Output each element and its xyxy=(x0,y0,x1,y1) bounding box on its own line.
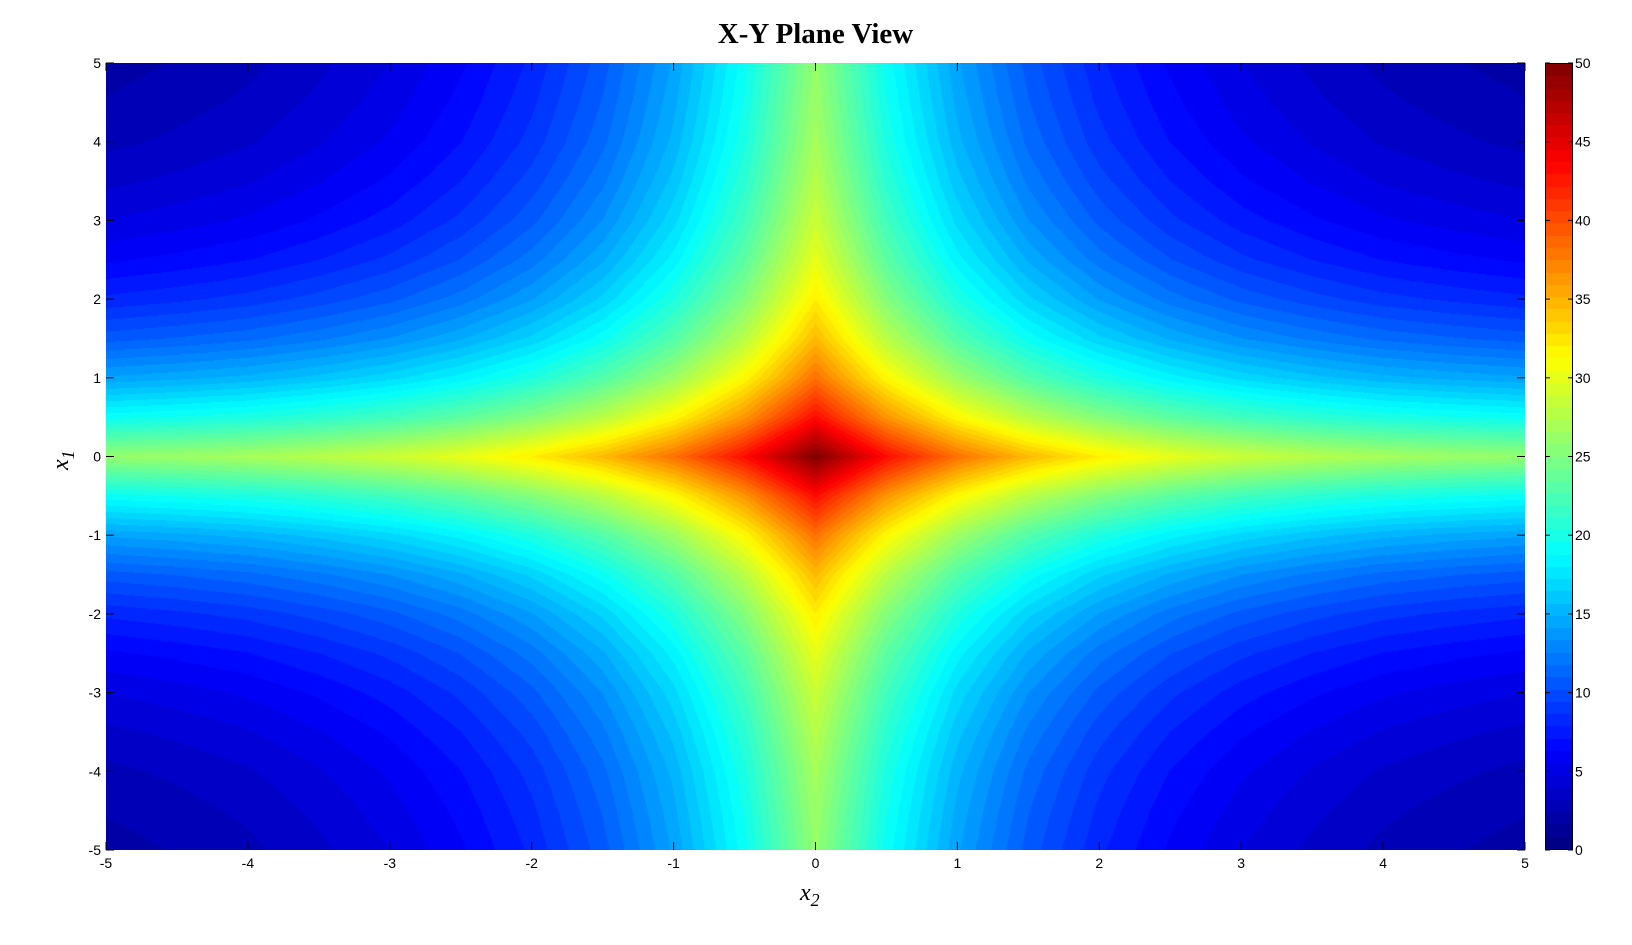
y-tick-label: 5 xyxy=(93,55,101,71)
y-tick-label: -3 xyxy=(89,685,102,701)
x-tick-label: -3 xyxy=(384,855,397,871)
colorbar-tick-label: 20 xyxy=(1575,527,1591,543)
y-axis-ticks: -5 -4 -3 -2 -1 0 1 2 3 4 5 xyxy=(89,55,1525,858)
colorbar-tick-label: 40 xyxy=(1575,212,1591,228)
y-tick-label: 2 xyxy=(93,291,101,307)
x-tick-label: 0 xyxy=(812,855,820,871)
y-tick-label: -2 xyxy=(89,606,102,622)
y-tick-label: 3 xyxy=(93,212,101,228)
y-tick-label: 1 xyxy=(93,370,101,386)
y-tick-label: -4 xyxy=(89,763,102,779)
y-axis-label: x1 xyxy=(48,450,78,471)
contour-fill xyxy=(106,63,1525,850)
x-tick-label: 5 xyxy=(1521,855,1529,871)
colorbar-tick-label: 10 xyxy=(1575,685,1591,701)
x-axis-label: x2 xyxy=(799,880,820,910)
x-tick-label: 1 xyxy=(954,855,962,871)
chart-title: X-Y Plane View xyxy=(717,18,914,50)
x-tick-label: -2 xyxy=(525,855,538,871)
colorbar-tick-label: 5 xyxy=(1575,763,1583,779)
y-tick-label: -5 xyxy=(89,842,102,858)
colorbar-tick-label: 0 xyxy=(1575,842,1583,858)
x-tick-label: 2 xyxy=(1095,855,1103,871)
colorbar-tick-label: 30 xyxy=(1575,370,1591,386)
colorbar-tick-label: 25 xyxy=(1575,449,1591,465)
x-tick-label: -5 xyxy=(100,855,113,871)
colorbar-tick-label: 45 xyxy=(1575,134,1591,150)
y-tick-label: -1 xyxy=(89,527,102,543)
colorbar-ticks: 0 5 10 15 20 25 30 35 40 45 50 xyxy=(1545,55,1591,858)
colorbar-tick-label: 50 xyxy=(1575,55,1591,71)
x-axis-ticks: -5 -4 -3 -2 -1 0 1 2 3 4 5 xyxy=(100,63,1529,871)
y-tick-label: 4 xyxy=(93,134,101,150)
colorbar-tick-label: 35 xyxy=(1575,291,1591,307)
x-tick-label: -4 xyxy=(242,855,255,871)
x-tick-label: 4 xyxy=(1379,855,1387,871)
x-tick-label: -1 xyxy=(667,855,680,871)
colorbar-tick-label: 15 xyxy=(1575,606,1591,622)
x-tick-label: 3 xyxy=(1237,855,1245,871)
y-tick-label: 0 xyxy=(93,449,101,465)
